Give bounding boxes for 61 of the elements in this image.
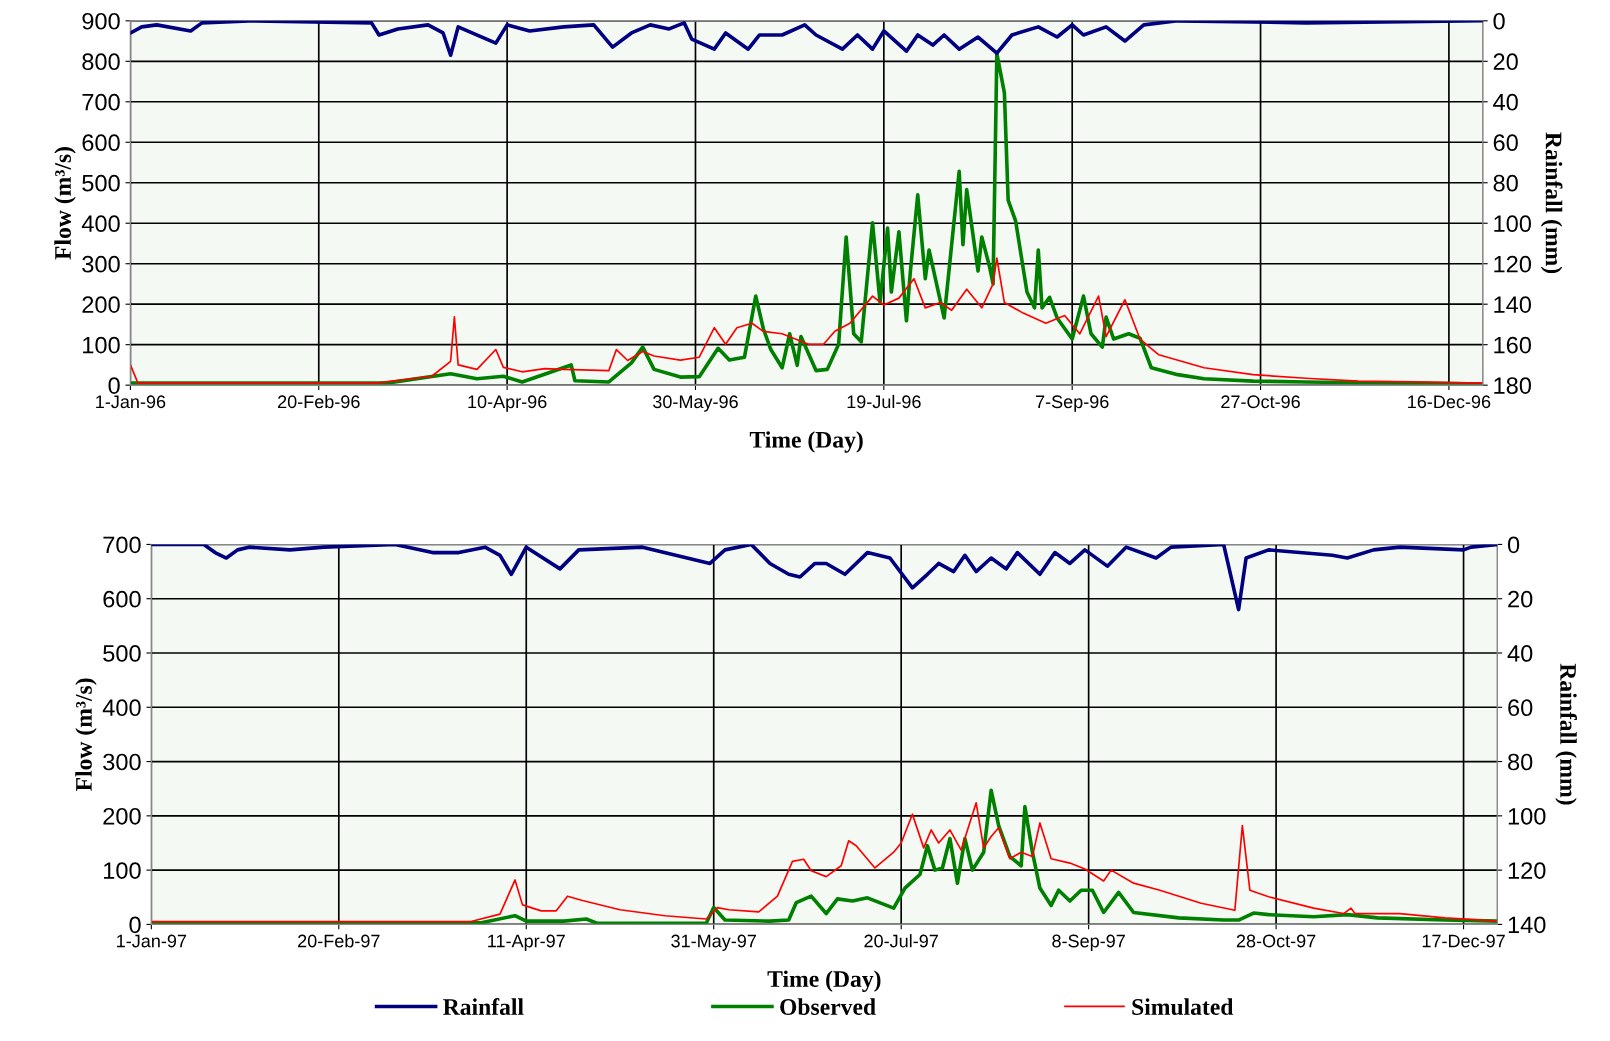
y2-tick-label: 20: [1493, 53, 1518, 71]
x-axis-title: Time (Day): [749, 431, 863, 453]
y2-tick-label: 0: [1493, 12, 1505, 30]
y-tick-label: 900: [82, 12, 120, 30]
y-tick-label: 200: [82, 296, 120, 313]
legend-label: Simulated: [1132, 998, 1234, 1016]
x-tick-label: 1-Jan-97: [117, 934, 187, 948]
x-tick-label: 20-Jul-97: [864, 934, 938, 948]
x-tick-label: 16-Dec-96: [1408, 395, 1491, 409]
y-tick-label: 500: [82, 174, 120, 192]
x-tick-label: 31-May-97: [671, 934, 756, 951]
x-tick-label: 19-Jul-96: [847, 394, 921, 409]
y2-tick-label: 60: [1508, 699, 1533, 717]
y2-tick-label: 20: [1508, 590, 1533, 608]
legend-label: Rainfall: [443, 998, 524, 1015]
y-tick-label: 100: [83, 336, 120, 354]
y2-tick-label: 120: [1494, 255, 1531, 273]
y2-tick-label: 140: [1494, 296, 1531, 313]
x-tick-label: 1-Jan-96: [96, 395, 166, 409]
y-tick-label: 600: [82, 134, 120, 152]
x-tick-label: 10-Apr-96: [468, 395, 547, 412]
y-tick-label: 700: [82, 93, 120, 111]
y-tick-label: 400: [102, 699, 141, 717]
y2-tick-label: 80: [1508, 753, 1533, 771]
y2-tick-label: 100: [1508, 807, 1546, 825]
y2-tick-label: 120: [1508, 862, 1546, 879]
x-tick-label: 30-May-96: [653, 395, 738, 412]
y-axis-title: Flow (m³/s): [54, 147, 76, 260]
x-tick-label: 20-Feb-96: [278, 394, 360, 409]
y2-tick-label: 0: [1507, 536, 1520, 554]
y2-axis-title: Rainfall (mm): [1555, 663, 1577, 805]
y2-tick-label: 40: [1493, 93, 1518, 111]
x-tick-label: 11-Apr-97: [488, 934, 565, 951]
y-tick-label: 300: [103, 753, 141, 771]
y2-tick-label: 160: [1494, 336, 1531, 354]
y2-tick-label: 180: [1494, 377, 1531, 394]
y-tick-label: 700: [103, 536, 141, 554]
y2-tick-label: 40: [1507, 645, 1533, 662]
y-tick-label: 0: [108, 377, 120, 394]
y-tick-label: 0: [129, 916, 141, 934]
x-tick-label: 17-Dec-97: [1422, 934, 1505, 948]
x-tick-label: 20-Feb-97: [298, 934, 380, 948]
x-tick-label: 27-Oct-96: [1221, 395, 1300, 409]
y-tick-label: 100: [104, 862, 141, 879]
y-tick-label: 400: [81, 215, 120, 233]
y-tick-label: 300: [82, 255, 120, 273]
y2-axis-title: Rainfall (mm): [1540, 132, 1563, 274]
y2-tick-label: 80: [1493, 174, 1518, 192]
y2-tick-label: 60: [1493, 134, 1518, 152]
x-tick-label: 28-Oct-97: [1236, 934, 1316, 948]
y-tick-label: 500: [103, 645, 141, 662]
y-tick-label: 800: [82, 53, 120, 71]
x-tick-label: 8-Sep-97: [1052, 934, 1125, 951]
x-tick-label: 7-Sep-96: [1035, 395, 1109, 412]
y2-tick-label: 140: [1508, 916, 1546, 934]
legend-label: Observed: [780, 998, 876, 1015]
y-tick-label: 200: [103, 807, 141, 825]
x-axis-title: Time (Day): [767, 970, 881, 992]
y2-tick-label: 100: [1494, 215, 1531, 233]
y-tick-label: 600: [103, 590, 141, 608]
y-axis-title: Flow (m³/s): [75, 678, 97, 791]
